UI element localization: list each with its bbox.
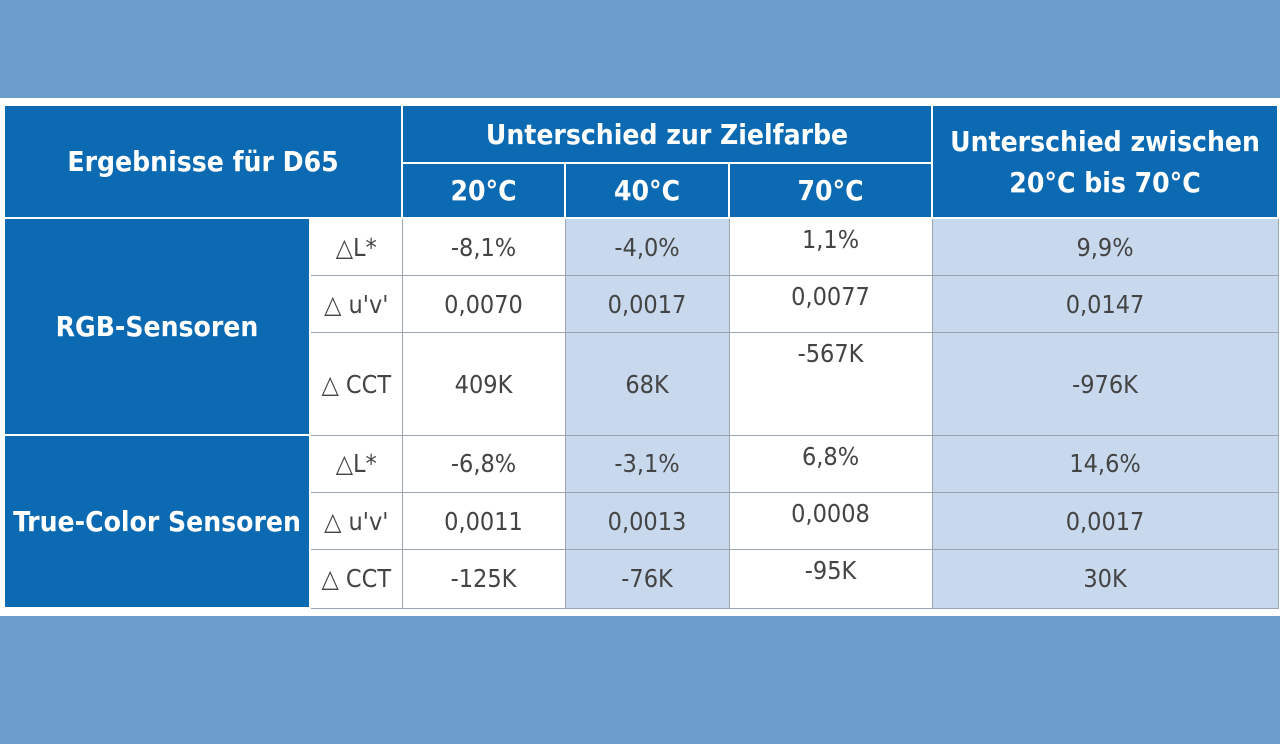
value-70c: -567K (728, 332, 933, 436)
value-diff: 0,0017 (931, 491, 1279, 551)
metric-label: △ CCT (309, 332, 403, 436)
value-40c: -76K (564, 549, 730, 609)
value-20c: -6,8% (401, 434, 566, 494)
value-70c: 6,8% (728, 434, 933, 494)
results-table: Ergebnisse für D65 Unterschied zur Zielf… (2, 103, 1280, 609)
value-diff: 14,6% (931, 434, 1279, 494)
value-diff: 9,9% (931, 217, 1279, 277)
value-40c: 0,0013 (564, 491, 730, 551)
results-header: Ergebnisse für D65 (2, 103, 404, 220)
value-40c: 68K (564, 332, 730, 436)
metric-label: △ u'v' (309, 275, 403, 334)
metric-label: △ u'v' (309, 491, 403, 551)
table-row: True-Color Sensoren △L* -6,8% -3,1% 6,8%… (3, 434, 1279, 609)
diff-between-header: Unterschied zwischen 20°C bis 70°C (931, 103, 1280, 220)
value-diff: -976K (931, 332, 1279, 436)
temp-40-header: 40°C (564, 162, 731, 220)
value-20c: 0,0070 (401, 275, 566, 334)
value-20c: 0,0011 (401, 491, 566, 551)
table-row: RGB-Sensoren △L* -8,1% -4,0% 1,1% 9,9% (3, 217, 1279, 437)
value-20c: 409K (401, 332, 566, 436)
value-40c: -3,1% (564, 434, 730, 494)
value-diff: 30K (931, 549, 1279, 609)
temp-20-header: 20°C (401, 162, 567, 220)
value-20c: -125K (401, 549, 566, 609)
value-40c: -4,0% (564, 217, 730, 277)
diff-between-line1: Unterschied zwischen (950, 124, 1260, 158)
value-diff: 0,0147 (931, 275, 1279, 334)
group-rgb-sensors: RGB-Sensoren (3, 217, 311, 437)
value-20c: -8,1% (401, 217, 566, 277)
temp-70-header: 70°C (728, 162, 934, 220)
table-row: △ CCT 409K 68K -567K -976K (4, 332, 1279, 436)
value-70c: 0,0008 (728, 491, 933, 551)
value-70c: 1,1% (728, 217, 933, 277)
diff-target-header: Unterschied zur Zielfarbe (401, 103, 934, 165)
table-row: △ u'v' 0,0070 0,0017 0,0077 0,0147 (4, 275, 1279, 334)
metric-label: △L* (309, 434, 403, 494)
metric-label: △ CCT (309, 549, 403, 609)
value-70c: -95K (728, 549, 933, 609)
group-true-color-sensors: True-Color Sensoren (3, 434, 311, 609)
results-table-container: Ergebnisse für D65 Unterschied zur Zielf… (0, 98, 1280, 616)
table-row: △ CCT -125K -76K -95K 30K (4, 549, 1279, 609)
value-40c: 0,0017 (564, 275, 730, 334)
value-70c: 0,0077 (728, 275, 933, 334)
metric-label: △L* (309, 217, 403, 277)
diff-between-line2: 20°C bis 70°C (1009, 165, 1201, 199)
